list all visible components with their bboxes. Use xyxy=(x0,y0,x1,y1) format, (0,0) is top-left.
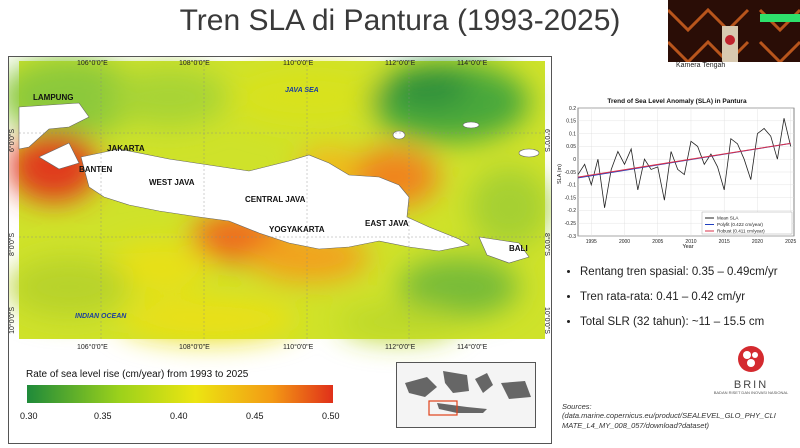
sla-map xyxy=(9,57,549,403)
x-tick-label: 1995 xyxy=(586,239,597,245)
y-tick-label: -0.05 xyxy=(565,170,577,176)
lon-tick: 108°0'0"E xyxy=(179,60,210,67)
legend-entry: Mean SLA xyxy=(717,216,739,221)
bullet-list: Rentang tren spasial: 0.35 – 0.49cm/yr T… xyxy=(566,266,800,341)
y-tick-label: 0.1 xyxy=(569,131,576,137)
x-tick-label: 2020 xyxy=(752,239,763,245)
region-label: CENTRAL JAVA xyxy=(245,195,306,204)
lat-tick: 8°0'0"S xyxy=(9,233,16,256)
land-shapes xyxy=(18,102,540,264)
legend-entry: Polyfit (0.422 cm/year) xyxy=(717,222,763,227)
sources-label: Sources: xyxy=(562,402,592,411)
legend-value: 0.35 xyxy=(94,411,112,421)
sla-trend-chart: Trend of Sea Level Anomaly (SLA) in Pant… xyxy=(556,96,798,250)
lon-tick: 110°0'0"E xyxy=(283,344,314,351)
lon-tick: 110°0'0"E xyxy=(283,60,314,67)
y-tick-label: 0.15 xyxy=(566,119,576,125)
x-tick-label: 2010 xyxy=(685,239,696,245)
chart-x-label: Year xyxy=(682,244,693,248)
lon-tick: 108°0'0"E xyxy=(179,344,210,351)
bullet-item: Total SLR (32 tahun): ~11 – 15.5 cm xyxy=(580,316,800,328)
region-label: BANTEN xyxy=(79,165,113,174)
y-tick-label: -0.3 xyxy=(567,234,576,240)
region-label: WEST JAVA xyxy=(149,178,195,187)
lon-tick: 106°0'0"E xyxy=(77,344,108,351)
bullet-item: Tren rata-rata: 0.41 – 0.42 cm/yr xyxy=(580,291,800,303)
y-tick-label: 0 xyxy=(573,157,576,163)
lat-tick: 10°0'0"S xyxy=(543,307,550,334)
legend-value: 0.30 xyxy=(20,411,38,421)
legend-entry: Robust (0.411 cm/year) xyxy=(717,229,765,234)
brin-name: BRIN xyxy=(733,379,769,391)
x-tick-label: 2000 xyxy=(619,239,630,245)
camera-pattern xyxy=(668,0,800,62)
brin-subtitle: BADAN RISET DAN INOVASI NASIONAL xyxy=(713,390,789,395)
lon-tick: 106°0'0"E xyxy=(77,60,108,67)
legend-colorbar xyxy=(27,385,333,403)
legend-value: 0.40 xyxy=(170,411,188,421)
region-label: LAMPUNG xyxy=(33,93,74,102)
lon-tick: 114°0'0"E xyxy=(457,344,488,351)
y-tick-label: 0.2 xyxy=(569,106,576,112)
region-label: BALI xyxy=(509,244,528,253)
y-tick-label: -0.2 xyxy=(567,208,576,214)
lat-tick: 8°0'0"S xyxy=(543,233,550,256)
legend-value: 0.45 xyxy=(246,411,264,421)
sea-label: JAVA SEA xyxy=(285,87,319,94)
lat-tick: 10°0'0"S xyxy=(9,307,16,334)
sla-chart-svg: Trend of Sea Level Anomaly (SLA) in Pant… xyxy=(557,98,796,250)
camera-thumbnail xyxy=(668,0,800,62)
x-tick-label: 2025 xyxy=(785,239,796,245)
region-label: JAKARTA xyxy=(107,144,145,153)
chart-title: Trend of Sea Level Anomaly (SLA) in Pant… xyxy=(607,98,747,105)
region-label: YOGYAKARTA xyxy=(269,225,325,234)
brin-emblem-icon xyxy=(738,346,764,372)
inset-locator-map xyxy=(396,362,536,428)
lon-tick: 114°0'0"E xyxy=(457,60,488,67)
chart-y-label: SLA (m) xyxy=(557,164,563,184)
x-tick-label: 2005 xyxy=(652,239,663,245)
lon-tick: 112°0'0"E xyxy=(385,344,416,351)
series-line-robust xyxy=(577,142,791,178)
slide-title: Tren SLA di Pantura (1993-2025) xyxy=(179,4,621,37)
camera-indicator xyxy=(760,14,800,22)
x-tick-label: 2015 xyxy=(719,239,730,245)
sources-note: Sources: (data.marine.copernicus.eu/prod… xyxy=(562,402,798,430)
lat-tick: 6°0'0"S xyxy=(9,129,16,152)
y-tick-label: -0.1 xyxy=(567,183,576,189)
chart-legend xyxy=(701,211,793,235)
y-tick-label: 0.05 xyxy=(566,144,576,150)
region-label: EAST JAVA xyxy=(365,219,409,228)
inset-highlight xyxy=(428,400,458,416)
lat-tick: 6°0'0"S xyxy=(543,129,550,152)
y-tick-label: -0.25 xyxy=(565,221,577,227)
sea-label: INDIAN OCEAN xyxy=(75,313,127,320)
sla-map-panel: 106°0'0"E 108°0'0"E 110°0'0"E 112°0'0"E … xyxy=(8,56,552,444)
bullet-item: Rentang tren spasial: 0.35 – 0.49cm/yr xyxy=(580,266,800,278)
sources-link[interactable]: (data.marine.copernicus.eu/product/SEALE… xyxy=(562,411,776,430)
lon-tick: 112°0'0"E xyxy=(385,60,416,67)
inset-map xyxy=(397,363,535,427)
brin-logo: BRIN BADAN RISET DAN INOVASI NASIONAL xyxy=(708,344,794,396)
legend-value: 0.50 xyxy=(322,411,340,421)
legend-title: Rate of sea level rise (cm/year) from 19… xyxy=(26,369,249,380)
camera-label: Kamera Tengah xyxy=(676,62,726,69)
y-tick-label: -0.15 xyxy=(565,195,577,201)
